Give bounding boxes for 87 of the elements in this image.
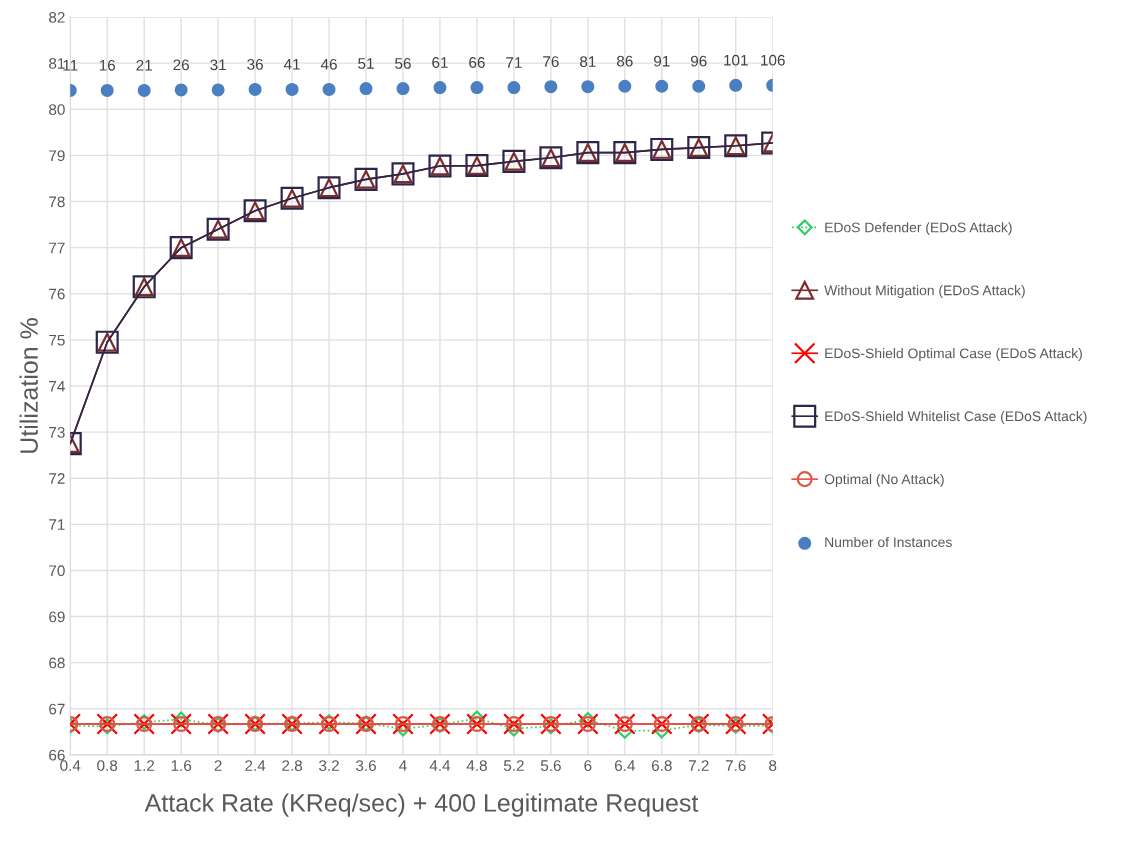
legend-label: Optimal (No Attack) <box>824 473 944 487</box>
x-tick-label: 4.4 <box>429 760 451 771</box>
point <box>211 83 225 97</box>
y-tick-label: 76 <box>49 288 65 300</box>
annotation: 31 <box>210 59 226 71</box>
annotation: 86 <box>616 55 633 67</box>
x-tick-label: 2.4 <box>245 760 266 771</box>
y-tick-label: 68 <box>49 657 65 669</box>
point <box>322 82 336 96</box>
point <box>618 79 632 93</box>
annotation: 36 <box>247 58 263 70</box>
point <box>581 80 595 94</box>
x-tick-label: 6.8 <box>651 760 672 771</box>
point <box>395 720 411 737</box>
legend-label: EDoS Defender (EDoS Attack) <box>825 222 1012 236</box>
x-tick-label: 0.8 <box>97 760 118 771</box>
legend-label: Without Mitigation (EDoS Attack) <box>824 285 1025 299</box>
y-axis-title: Utilization % <box>19 318 38 453</box>
point <box>544 80 558 94</box>
x-tick-label: 3.2 <box>319 760 339 771</box>
y-tick-label: 73 <box>49 426 65 438</box>
annotation: 91 <box>654 55 670 67</box>
x-tick-label: 3.6 <box>355 760 376 771</box>
x-tick-label: 8 <box>769 760 777 771</box>
point <box>396 82 410 96</box>
point <box>359 82 373 96</box>
x-tick-label: 6.4 <box>614 760 635 771</box>
x-tick-label: 0.4 <box>60 760 81 771</box>
x-tick-label: 4 <box>399 760 407 771</box>
annotation: 21 <box>136 59 152 71</box>
annotation: 101 <box>724 54 748 66</box>
point <box>248 82 262 96</box>
annotation: 66 <box>469 57 485 68</box>
y-tick-label: 70 <box>49 565 65 577</box>
y-tick-label: 71 <box>49 519 65 530</box>
y-tick-label: 79 <box>49 150 65 162</box>
annotation: 71 <box>506 57 522 68</box>
x-tick-label: 5.6 <box>540 760 561 771</box>
legend-label: EDoS-Shield Optimal Case (EDoS Attack) <box>825 348 1082 361</box>
annotation: 11 <box>63 60 78 71</box>
x-tick-label: 7.6 <box>725 760 746 771</box>
point <box>505 720 522 737</box>
x-tick-label: 4.8 <box>466 760 487 771</box>
point <box>173 711 190 728</box>
y-tick-label: 75 <box>49 334 65 346</box>
y-tick-label: 66 <box>49 749 65 761</box>
point <box>507 81 521 95</box>
point <box>137 83 151 97</box>
legend-label: Number of Instances <box>825 536 952 548</box>
y-tick-label: 69 <box>49 611 65 623</box>
annotation: 106 <box>761 54 785 66</box>
point <box>433 81 447 95</box>
y-tick-label: 78 <box>49 196 65 208</box>
annotation: 41 <box>283 59 300 70</box>
annotation: 61 <box>432 57 448 68</box>
annotation: 26 <box>173 59 189 71</box>
x-tick-label: 2.8 <box>282 760 303 771</box>
annotation: 96 <box>690 55 707 67</box>
x-axis-title: Attack Rate (KReq/sec) + 400 Legitimate Request <box>144 793 699 817</box>
y-tick-label: 82 <box>49 11 65 23</box>
x-tick-label: 1.6 <box>171 760 192 771</box>
x-tick-label: 6 <box>584 760 592 771</box>
annotation: 16 <box>99 59 116 71</box>
point <box>729 78 743 92</box>
y-tick-label: 77 <box>49 242 65 254</box>
x-tick-label: 2 <box>214 760 222 771</box>
point <box>174 83 188 97</box>
y-tick-label: 74 <box>49 381 65 392</box>
y-tick-label: 67 <box>49 703 65 715</box>
point <box>692 79 706 93</box>
point <box>100 83 114 97</box>
annotation: 76 <box>543 56 559 68</box>
annotation: 46 <box>320 58 337 70</box>
point <box>470 81 484 95</box>
x-tick-label: 7.2 <box>688 760 709 771</box>
legend-label: EDoS-Shield Whitelist Case (EDoS Attack) <box>825 410 1087 424</box>
annotation: 81 <box>580 56 596 68</box>
y-tick-label: 81 <box>49 58 65 69</box>
point <box>579 711 596 728</box>
annotation: 56 <box>395 58 411 69</box>
annotation: 51 <box>358 58 374 69</box>
point <box>285 82 299 96</box>
x-tick-label: 5.2 <box>503 760 524 771</box>
point <box>655 79 669 93</box>
y-tick-label: 72 <box>49 473 65 484</box>
x-tick-label: 1.2 <box>134 760 155 771</box>
y-tick-label: 80 <box>49 104 65 115</box>
